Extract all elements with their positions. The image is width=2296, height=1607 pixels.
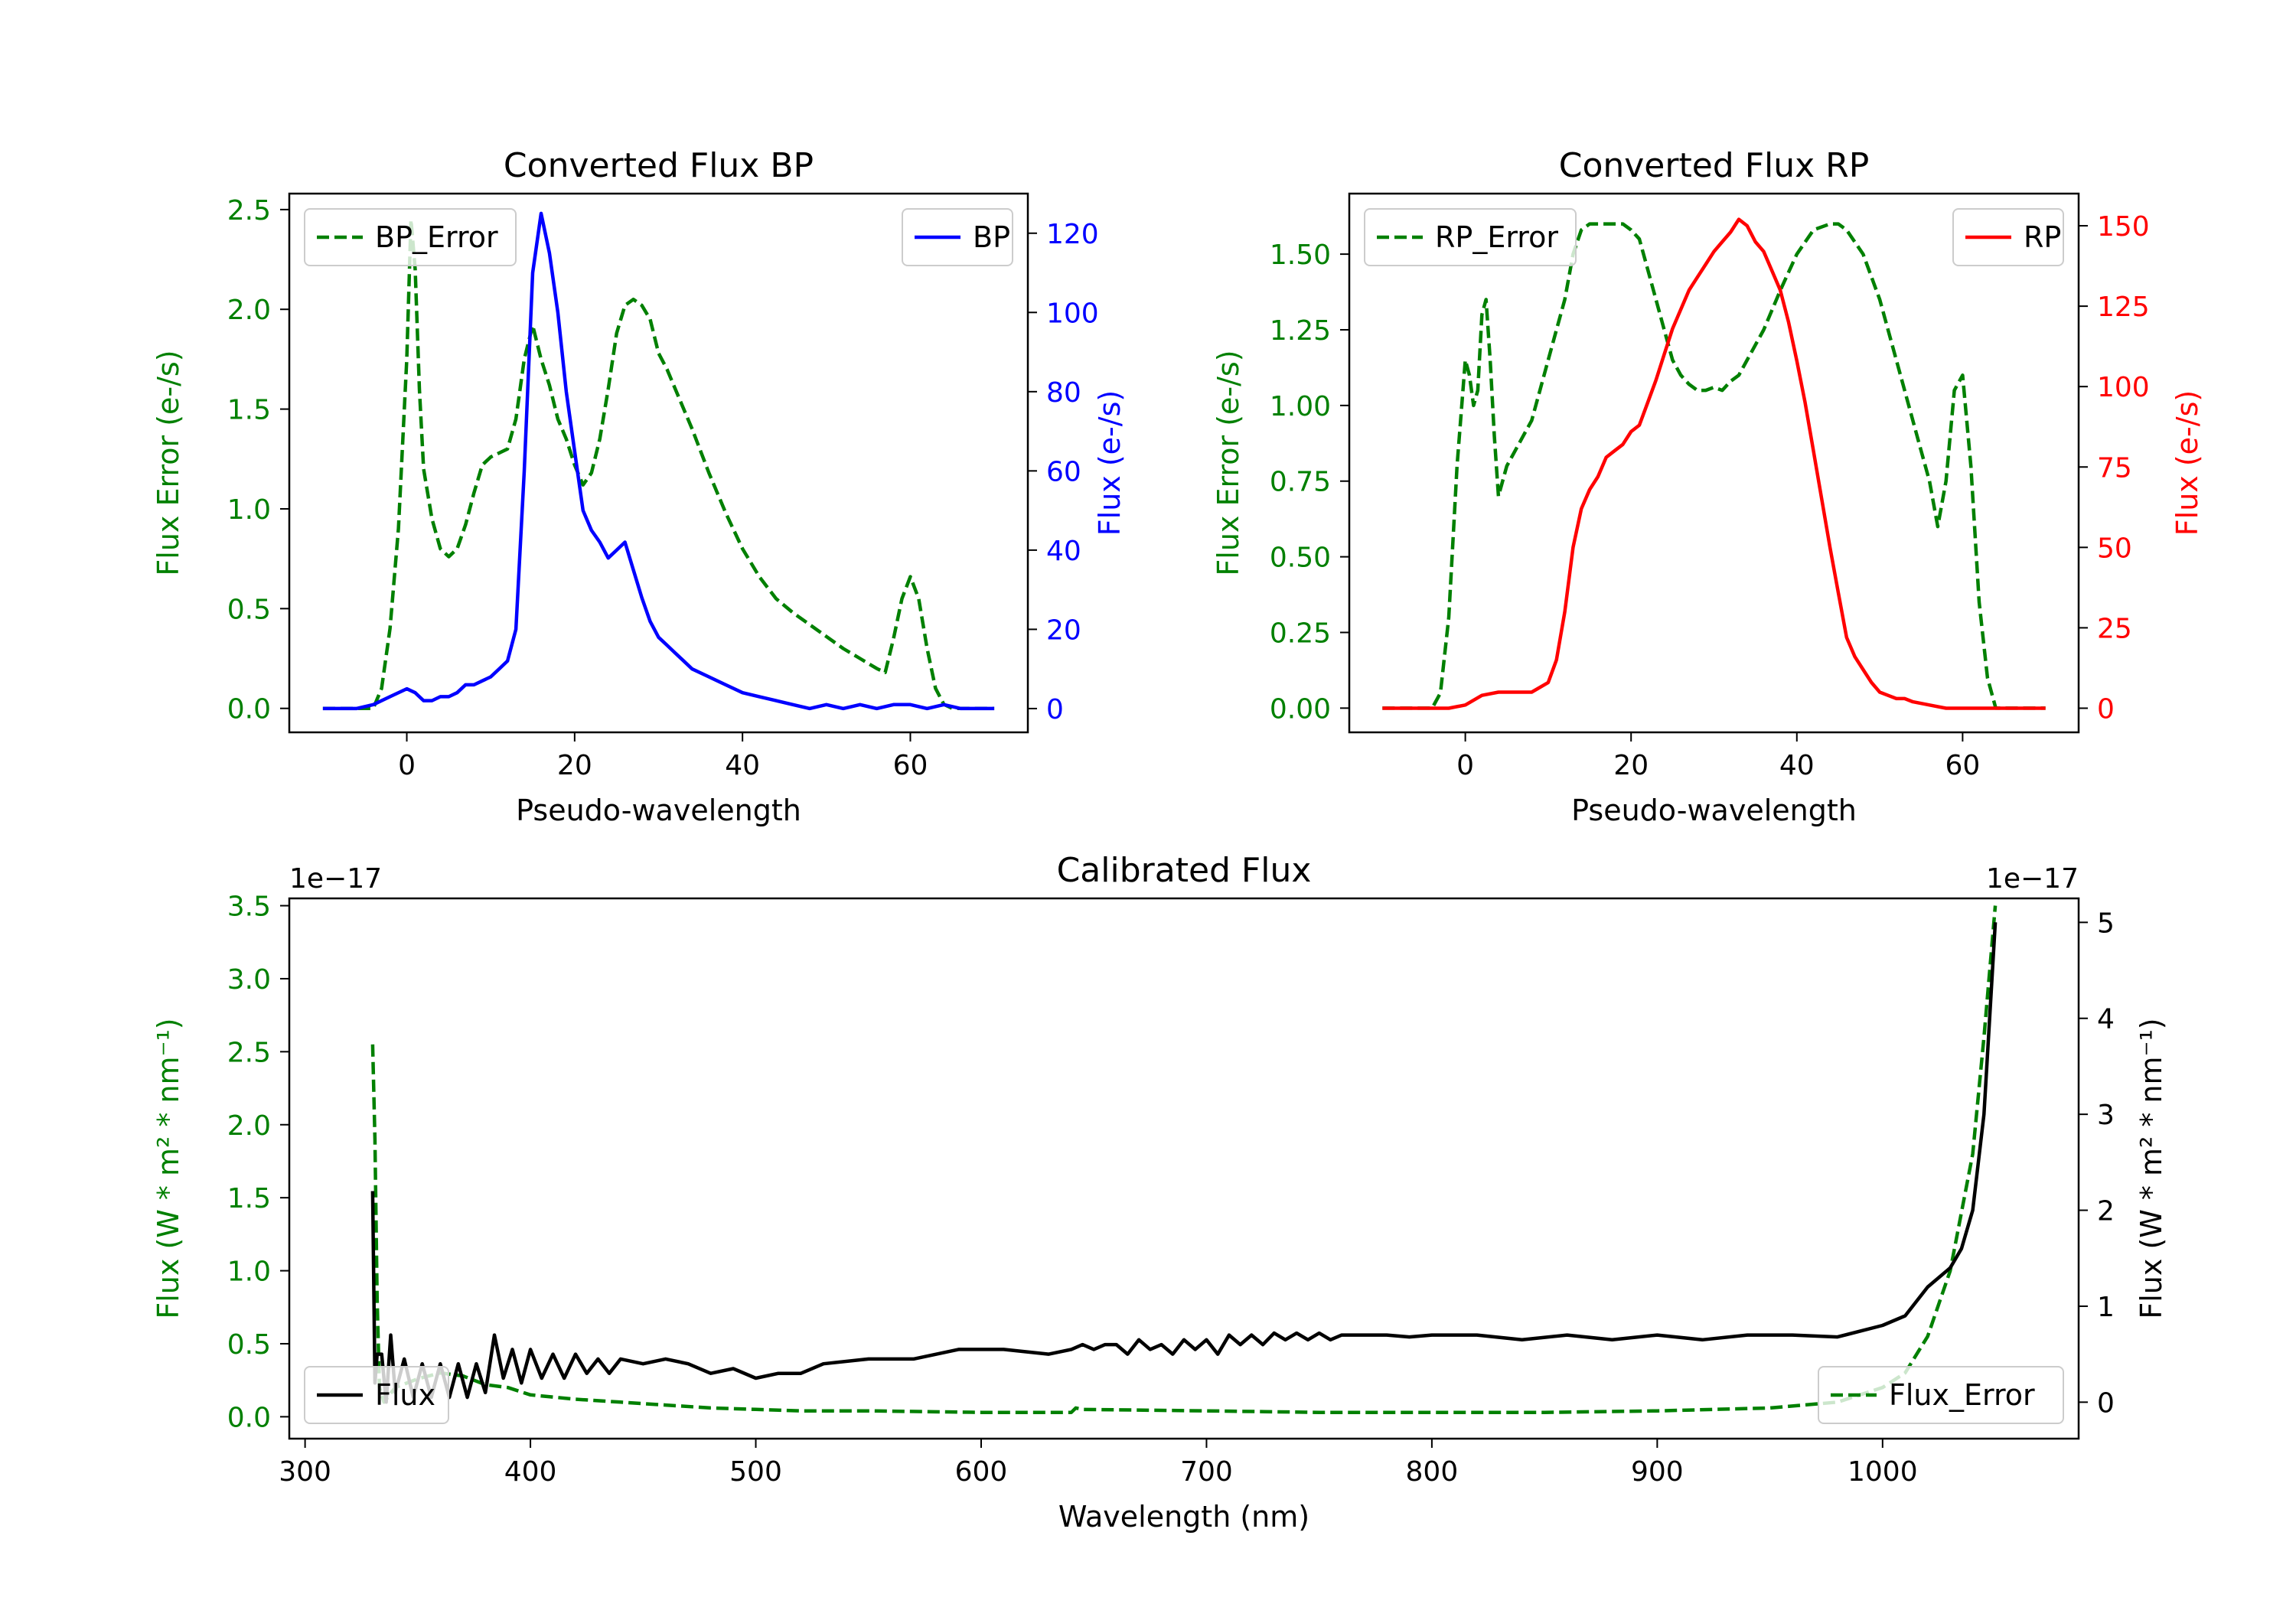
right-tick-label: 4 [2097,1004,2115,1035]
legend-label: Flux [375,1378,435,1412]
right-tick-label: 5 [2097,908,2115,939]
series-line-rp-error [1382,222,2046,710]
x-tick-label: 40 [725,750,760,781]
right-tick-label: 75 [2097,452,2132,484]
right-tick-label: 80 [1046,377,1081,409]
left-tick-label: 3.0 [227,964,271,996]
left-tick-label: 0.0 [227,1402,271,1433]
left-tick-label: 2.0 [227,295,271,326]
right-tick-label: 40 [1046,536,1081,567]
left-tick-label: 0.5 [227,1329,271,1361]
right-tick-label: 50 [2097,533,2132,564]
x-tick-label: 1000 [1848,1456,1918,1488]
left-tick-label: 3.5 [227,892,271,923]
x-tick-label: 60 [893,750,928,781]
series-line-bp [322,211,995,711]
left-tick-label: 0.5 [227,594,271,625]
right-tick-label: 150 [2097,211,2150,243]
right-tick-label: 120 [1046,219,1099,250]
left-tick-label: 1.5 [227,1183,271,1214]
left-tick-label: 0.00 [1270,693,1331,725]
legend-box [304,1366,449,1424]
x-axis-label: Pseudo-wavelength [1571,794,1857,827]
left-tick-label: 2.0 [227,1110,271,1142]
x-tick-label: 20 [1613,750,1649,781]
right-tick-label: 100 [2097,372,2150,403]
axes-frame [1348,192,2080,734]
series-line-bp-error [322,217,995,710]
right-tick-label: 125 [2097,292,2150,323]
legend-label: BP [973,220,1010,254]
left-tick-label: 1.50 [1270,240,1331,271]
left-tick-label: 0.75 [1270,467,1331,498]
left-tick-label: 0.25 [1270,618,1331,649]
left-tick-label: 2.5 [227,1037,271,1068]
right-tick-label: 0 [2097,693,2115,725]
left-tick-label: 1.5 [227,395,271,426]
right-tick-label: 0 [2097,1387,2115,1419]
x-tick-label: 800 [1406,1456,1459,1488]
x-axis-label: Pseudo-wavelength [516,794,801,827]
series-line-flux [370,922,1998,1404]
right-tick-label: 20 [1046,614,1081,646]
legend-box [1818,1366,2064,1424]
right-axis-label: Flux (e-/s) [2170,390,2204,536]
legend-label: RP [2024,220,2061,254]
left-tick-label: 0.50 [1270,543,1331,574]
right-tick-label: 60 [1046,456,1081,487]
legend-box [304,208,517,266]
x-tick-label: 60 [1945,750,1980,781]
series-line-rp [1382,217,2046,710]
chart-title: Calibrated Flux [1057,851,1312,890]
left-tick-label: 1.0 [227,494,271,526]
legend-label: RP_Error [1435,220,1558,254]
left-axis-label: Flux (W * m² * nm⁻¹) [152,1018,185,1319]
right-tick-label: 3 [2097,1100,2115,1131]
right-tick-label: 2 [2097,1196,2115,1227]
left-tick-label: 1.25 [1270,315,1331,347]
right-tick-label: 100 [1046,298,1099,329]
left-tick-label: 1.0 [227,1257,271,1288]
right-axis-label: Flux (W * m² * nm⁻¹) [2135,1018,2168,1319]
legend-box [1364,208,1577,266]
legend-label: BP_Error [375,220,498,254]
left-axis-label: Flux Error (e-/s) [152,350,185,575]
right-tick-label: 0 [1046,694,1064,725]
left-offset-text: 1e−17 [289,863,382,895]
left-axis-label: Flux Error (e-/s) [1212,350,1245,575]
x-tick-label: 400 [504,1456,557,1488]
legend-label: Flux_Error [1889,1378,2035,1412]
x-tick-label: 500 [729,1456,782,1488]
x-tick-label: 20 [557,750,592,781]
x-tick-label: 0 [398,750,416,781]
chart-title: Converted Flux RP [1559,146,1870,185]
left-tick-label: 0.0 [227,694,271,725]
right-offset-text: 1e−17 [1986,863,2079,895]
x-axis-label: Wavelength (nm) [1058,1500,1309,1534]
x-tick-label: 40 [1779,750,1815,781]
chart-title: Converted Flux BP [504,146,814,185]
x-tick-label: 600 [955,1456,1008,1488]
x-tick-label: 900 [1631,1456,1684,1488]
x-tick-label: 0 [1456,750,1474,781]
right-tick-label: 25 [2097,613,2132,644]
axes-frame [288,897,2080,1440]
left-tick-label: 1.00 [1270,391,1331,422]
left-tick-label: 2.5 [227,195,271,227]
x-tick-label: 300 [279,1456,331,1488]
axes-frame [288,192,1029,734]
right-tick-label: 1 [2097,1292,2115,1323]
x-tick-label: 700 [1180,1456,1233,1488]
right-axis-label: Flux (e-/s) [1093,390,1127,536]
